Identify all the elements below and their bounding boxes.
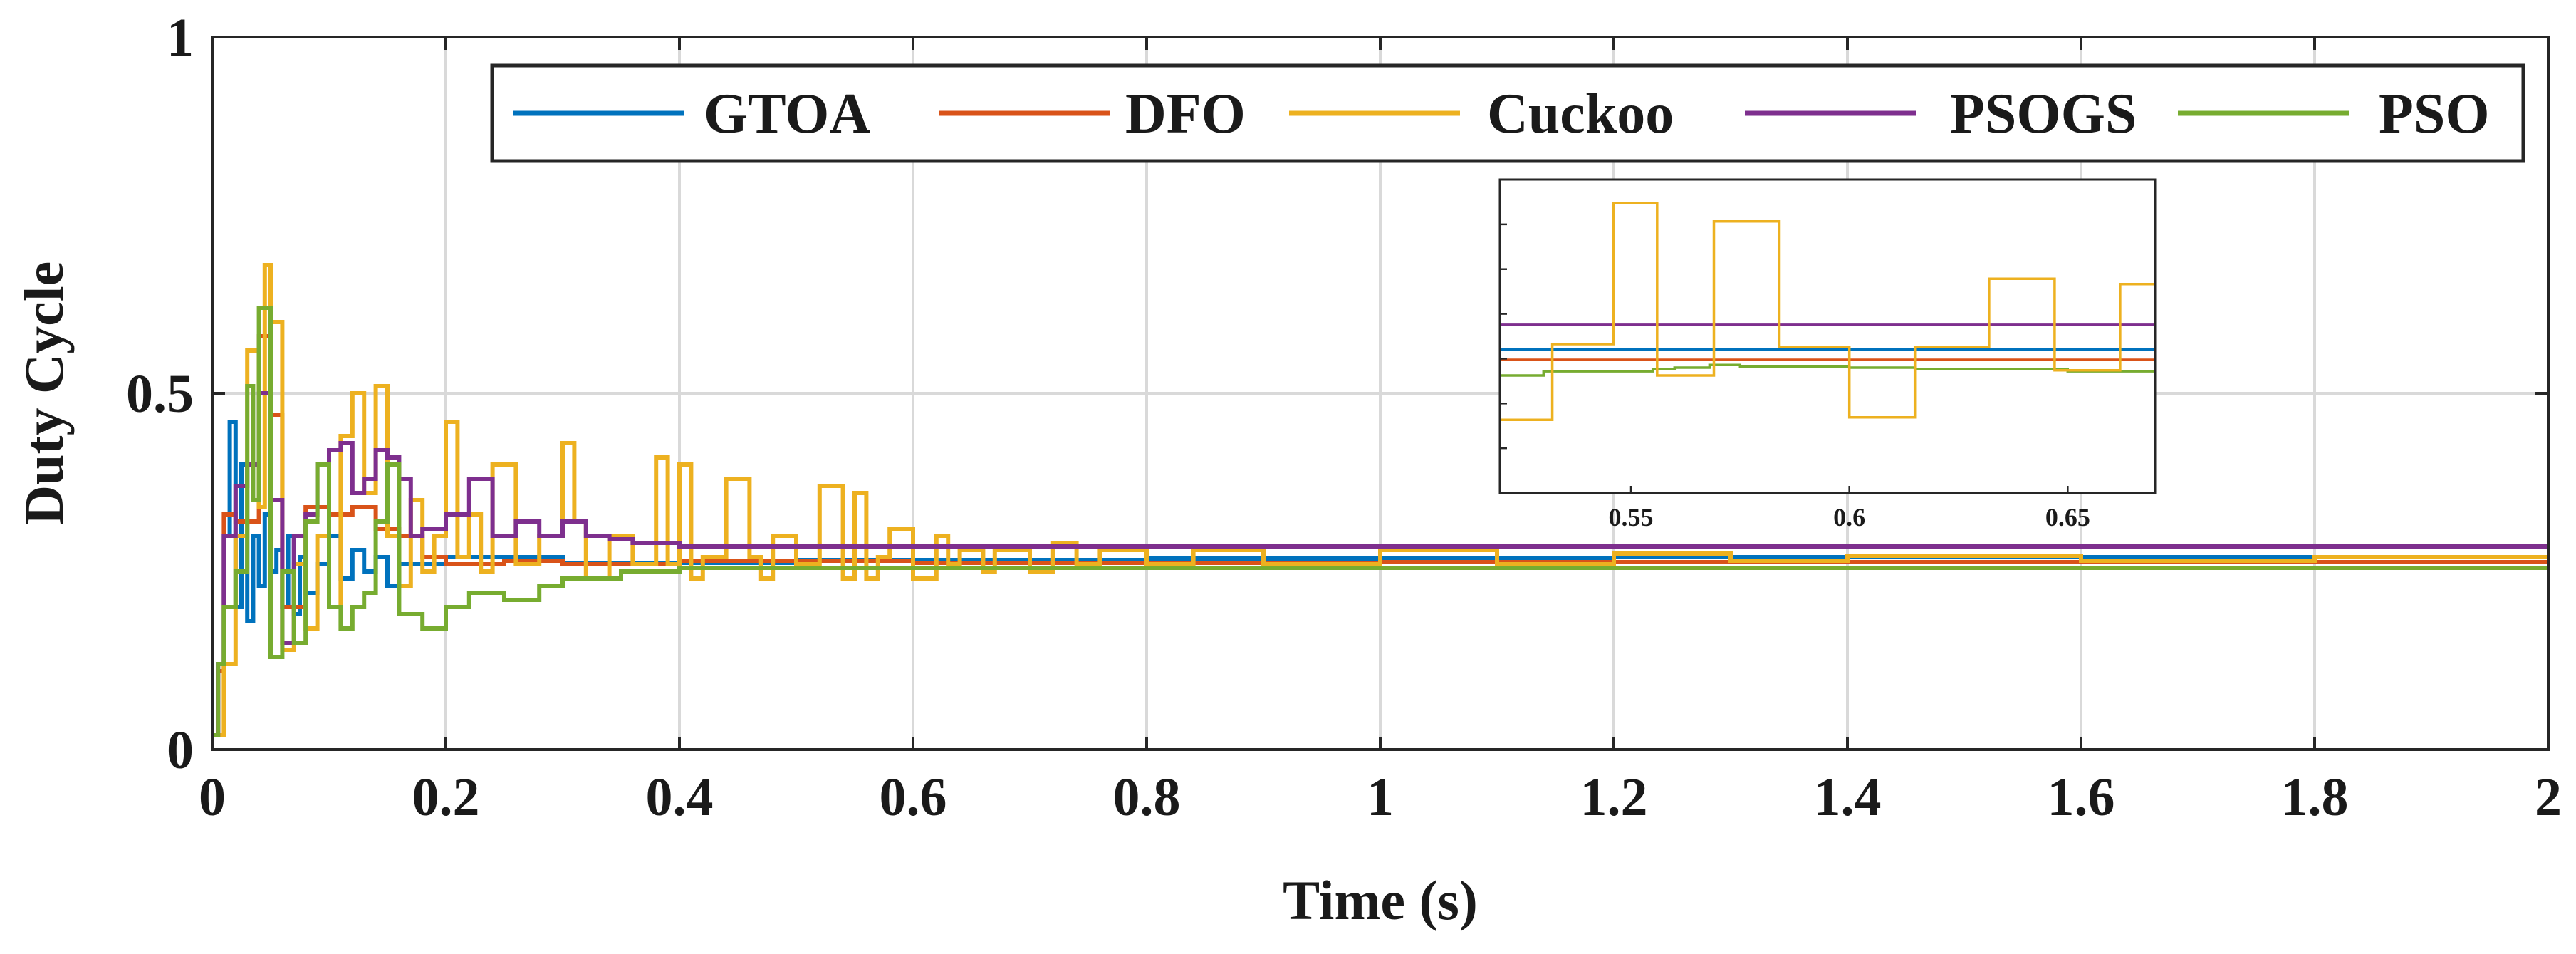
x-ticks: 0 0.2 0.4 0.6 0.8 1 1.2 1.4 1.6 1.8 2 (199, 37, 2562, 827)
y-tick-label: 0 (167, 720, 194, 780)
inset-lines (1500, 202, 2155, 422)
x-tick-label: 2 (2535, 767, 2562, 827)
series-line-pso (212, 306, 2548, 737)
legend-label-gtoa: GTOA (704, 83, 870, 145)
inset-x-tick-label: 0.6 (1833, 503, 1865, 532)
y-tick-label: 0.5 (126, 364, 194, 424)
x-tick-label: 1 (1367, 767, 1394, 827)
x-tick-label: 0.6 (880, 767, 947, 827)
inset-ticks: 0.55 0.6 0.65 (1500, 223, 2090, 532)
series-lines (212, 263, 2548, 737)
y-ticks: 00.51 (126, 8, 2548, 780)
legend: GTOA DFO Cuckoo PSOGS PSO (490, 63, 2525, 163)
x-tick-label: 0 (199, 767, 226, 827)
legend-label-cuckoo: Cuckoo (1487, 83, 1674, 145)
x-tick-label: 1.2 (1580, 767, 1648, 827)
inset-zoom: 0.55 0.6 0.65 (1498, 178, 2157, 532)
legend-label-dfo: DFO (1125, 83, 1246, 145)
x-tick-label: 0.8 (1113, 767, 1181, 827)
legend-label-psogs: PSOGS (1950, 83, 2137, 145)
inset-x-tick-label: 0.55 (1609, 503, 1654, 532)
x-tick-label: 0.2 (412, 767, 480, 827)
inset-line-cuckoo (1500, 202, 2155, 422)
x-tick-label: 1.4 (1814, 767, 1882, 827)
x-tick-label: 1.6 (2048, 767, 2115, 827)
y-tick-label: 1 (167, 8, 194, 68)
x-axis-label: Time (s) (1283, 869, 1478, 931)
y-axis-label: Duty Cycle (13, 261, 75, 525)
inset-line-pso (1500, 363, 2155, 377)
inset-x-tick-label: 0.65 (2045, 503, 2090, 532)
legend-label-pso: PSO (2379, 83, 2490, 145)
inset-frame (1498, 178, 2157, 494)
x-tick-label: 0.4 (646, 767, 714, 827)
inset-background (1500, 180, 2155, 493)
x-tick-label: 1.8 (2281, 767, 2349, 827)
series-line-psogs (212, 391, 2548, 737)
